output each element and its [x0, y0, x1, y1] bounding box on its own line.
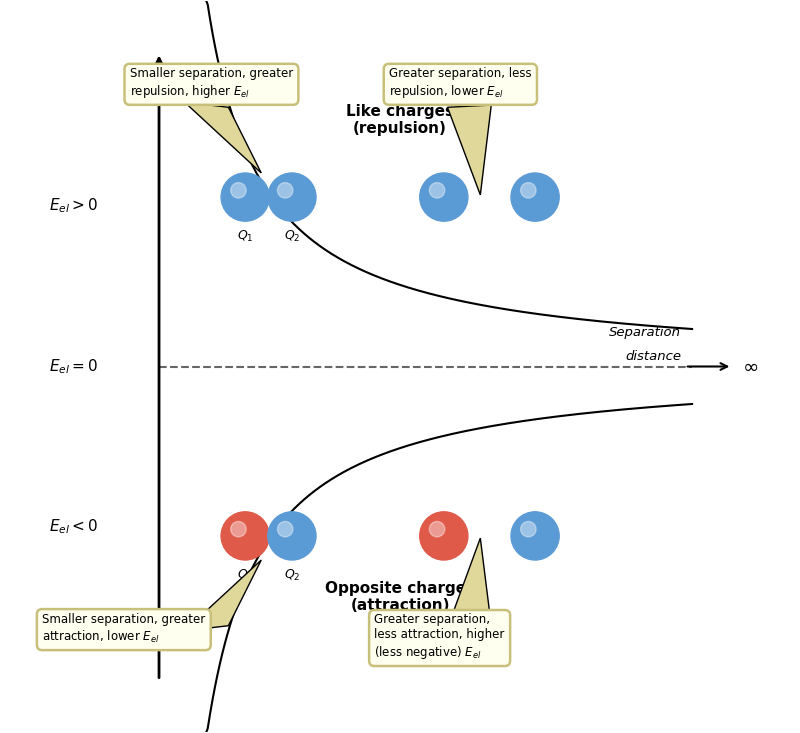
Text: Smaller separation, greater
attraction, lower $E_{el}$: Smaller separation, greater attraction, … [42, 614, 206, 645]
Circle shape [221, 173, 270, 221]
Text: $Q_1$: $Q_1$ [237, 229, 254, 244]
Circle shape [230, 521, 246, 537]
Text: Smaller separation, greater
repulsion, higher $E_{el}$: Smaller separation, greater repulsion, h… [130, 67, 293, 100]
Circle shape [278, 521, 293, 537]
Text: distance: distance [625, 350, 681, 363]
Text: Greater separation, less
repulsion, lower $E_{el}$: Greater separation, less repulsion, lowe… [389, 67, 532, 100]
Circle shape [221, 512, 270, 560]
Circle shape [268, 512, 316, 560]
Polygon shape [447, 538, 491, 628]
Text: $E_{el} = 0$: $E_{el} = 0$ [50, 357, 98, 376]
Circle shape [511, 512, 559, 560]
Circle shape [268, 173, 316, 221]
Polygon shape [447, 105, 491, 195]
Circle shape [521, 183, 536, 198]
Text: Like charges
(repulsion): Like charges (repulsion) [346, 103, 454, 136]
Text: $Q_2$: $Q_2$ [284, 568, 300, 583]
Text: Separation: Separation [609, 325, 681, 339]
Text: $E_{el} < 0$: $E_{el} < 0$ [50, 517, 98, 537]
Circle shape [430, 183, 445, 198]
Circle shape [278, 183, 293, 198]
Text: $Q_1$: $Q_1$ [237, 568, 254, 583]
Polygon shape [185, 102, 262, 173]
Text: $\infty$: $\infty$ [742, 357, 758, 376]
Text: $E_{el} > 0$: $E_{el} > 0$ [50, 196, 98, 216]
Text: $Q_2$: $Q_2$ [284, 229, 300, 244]
Circle shape [430, 521, 445, 537]
Text: Opposite charges
(attraction): Opposite charges (attraction) [325, 581, 475, 614]
Circle shape [420, 173, 468, 221]
Circle shape [420, 512, 468, 560]
Circle shape [511, 173, 559, 221]
Circle shape [230, 183, 246, 198]
Text: Greater separation,
less attraction, higher
(less negative) $E_{el}$: Greater separation, less attraction, hig… [374, 614, 505, 660]
Circle shape [521, 521, 536, 537]
Polygon shape [185, 560, 262, 631]
